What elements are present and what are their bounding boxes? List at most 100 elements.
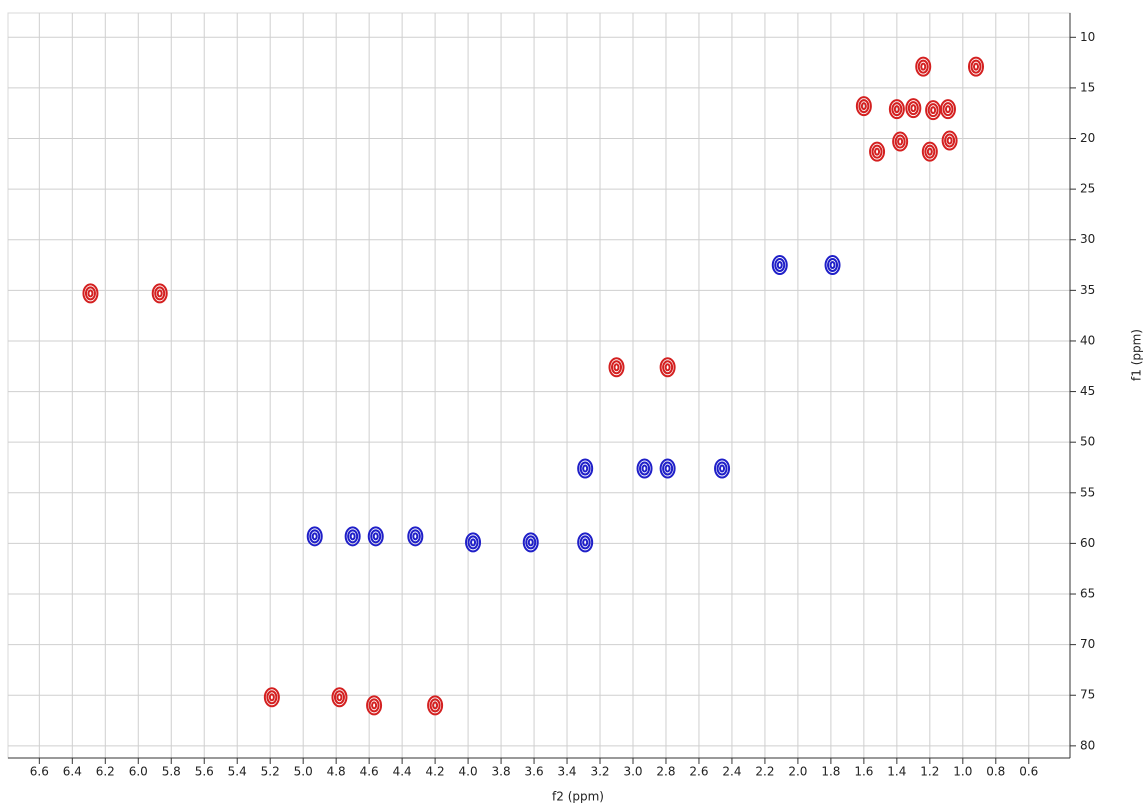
x-tick-label: 1.6: [854, 765, 873, 779]
peak-contour: [888, 99, 905, 120]
peak-contour: [897, 137, 904, 146]
x-tick-label: 3.0: [623, 765, 642, 779]
peak-contour: [522, 532, 539, 553]
peak: [407, 526, 424, 547]
x-tick-label: 4.4: [393, 765, 412, 779]
peak-contour: [154, 286, 166, 301]
peak: [659, 357, 676, 378]
peak-contour: [582, 538, 589, 547]
peak-contour: [944, 133, 956, 148]
peak: [892, 131, 909, 152]
peak-contour: [905, 98, 922, 119]
x-tick-label: 6.2: [96, 765, 115, 779]
peak-contour: [429, 698, 441, 713]
peak-contour: [371, 701, 378, 710]
peak-contour: [470, 538, 477, 547]
x-tick-label: 2.2: [755, 765, 774, 779]
peak-contour: [306, 526, 323, 547]
peak-contour: [941, 130, 958, 151]
x-tick-label: 1.8: [821, 765, 840, 779]
y-tick-label: 80: [1080, 738, 1095, 752]
peak: [659, 458, 676, 479]
peak-contour: [659, 458, 676, 479]
peak-contour: [893, 105, 900, 114]
peak-contour: [662, 461, 674, 476]
peak: [263, 687, 280, 708]
peak-contour: [973, 62, 980, 71]
peak-contour: [774, 258, 786, 273]
x-tick-label: 1.0: [953, 765, 972, 779]
peak-contour: [719, 464, 726, 473]
peak: [465, 532, 482, 553]
peak: [968, 56, 985, 77]
x-tick-label: 1.4: [887, 765, 906, 779]
peak-contour: [921, 141, 938, 162]
peak: [306, 526, 323, 547]
peak-contour: [527, 538, 534, 547]
peak: [939, 99, 956, 120]
peak-contour: [333, 690, 345, 705]
x-tick-label: 0.6: [1019, 765, 1038, 779]
peak: [522, 532, 539, 553]
peak: [855, 96, 872, 117]
x-tick-label: 1.2: [920, 765, 939, 779]
peak: [151, 283, 168, 304]
peak-contour: [266, 690, 278, 705]
peak: [427, 695, 444, 716]
peak: [366, 695, 383, 716]
peak-contour: [613, 363, 620, 372]
peak: [925, 100, 942, 121]
peak-contour: [465, 532, 482, 553]
x-tick-label: 3.2: [590, 765, 609, 779]
peak-contour: [924, 144, 936, 159]
peak-contour: [946, 136, 953, 145]
peak-contour: [871, 144, 883, 159]
x-tick-label: 5.4: [228, 765, 247, 779]
peak-contour: [641, 464, 648, 473]
peak-contour: [577, 458, 594, 479]
peak-contour: [910, 104, 917, 113]
peak: [869, 141, 886, 162]
peak-contour: [860, 102, 867, 111]
peak-contour: [268, 693, 275, 702]
x-tick-label: 2.6: [689, 765, 708, 779]
peak: [905, 98, 922, 119]
peak-contour: [716, 461, 728, 476]
peak-contour: [892, 131, 909, 152]
peak-contour: [907, 101, 919, 116]
peak-contour: [776, 261, 783, 270]
peak-contour: [336, 693, 343, 702]
peak-contour: [917, 59, 929, 74]
peak-contour: [664, 464, 671, 473]
peak-contour: [311, 532, 318, 541]
peak-contour: [869, 141, 886, 162]
y-tick-label: 65: [1080, 587, 1095, 601]
x-tick-label: 2.4: [722, 765, 741, 779]
peak-contour: [432, 701, 439, 710]
peak-contour: [347, 529, 359, 544]
peak-contour: [366, 695, 383, 716]
x-tick-label: 3.6: [525, 765, 544, 779]
peak-contour: [662, 360, 674, 375]
peak-contour: [942, 102, 954, 117]
peak-contour: [84, 286, 96, 301]
peak-contour: [829, 261, 836, 270]
peak-contour: [582, 464, 589, 473]
peak-contour: [87, 289, 94, 298]
x-tick-label: 3.4: [557, 765, 576, 779]
peak-contour: [372, 532, 379, 541]
y-tick-label: 15: [1080, 80, 1095, 94]
x-tick-label: 4.2: [426, 765, 445, 779]
y-tick-label: 20: [1080, 131, 1095, 145]
peak-contour: [156, 289, 163, 298]
x-tick-label: 6.0: [129, 765, 148, 779]
peak-contour: [944, 105, 951, 114]
peak: [714, 458, 731, 479]
y-tick-label: 70: [1080, 637, 1095, 651]
peak-contour: [639, 461, 651, 476]
peak-contour: [344, 526, 361, 547]
peak-contour: [930, 106, 937, 115]
y-tick-label: 40: [1080, 333, 1095, 347]
y-tick-label: 25: [1080, 182, 1095, 196]
peak-contour: [331, 687, 348, 708]
